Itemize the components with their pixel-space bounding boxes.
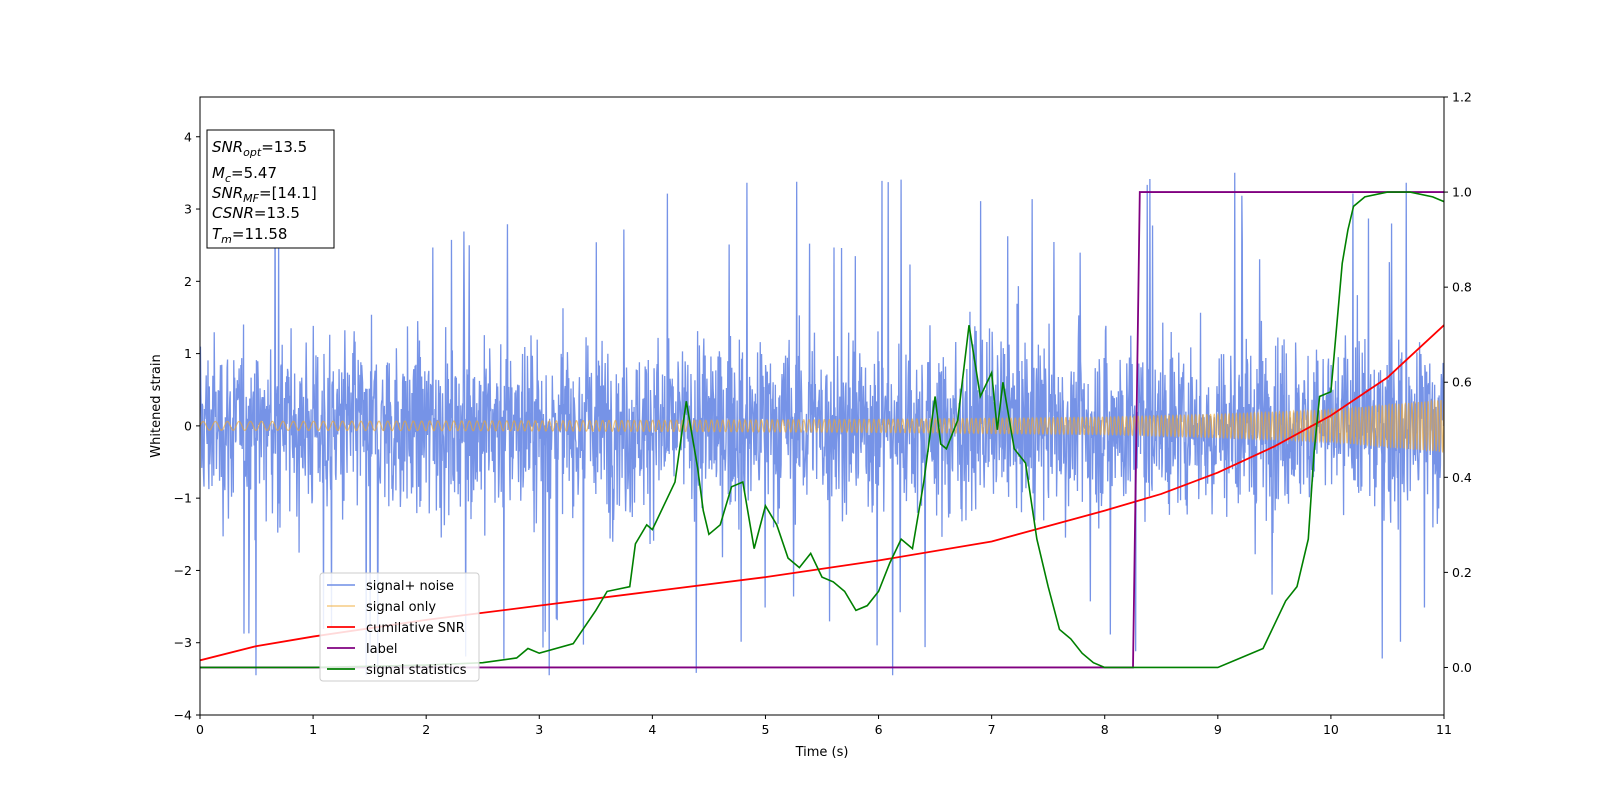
y2-tick-label: 0.0: [1452, 660, 1472, 675]
info-tm: Tm=11.58: [212, 225, 287, 246]
series-signal-only: [200, 398, 1444, 454]
legend-label-statistics: signal statistics: [366, 663, 467, 678]
x-tick-label: 0: [196, 722, 204, 737]
legend-label-cumulative-snr: cumilative SNR: [366, 621, 465, 636]
y2-tick-label: 0.4: [1452, 470, 1472, 485]
info-snr-mf: SNRMF=[14.1]: [212, 184, 317, 205]
x-tick-label: 11: [1436, 722, 1452, 737]
x-tick-label: 3: [535, 722, 543, 737]
info-box: SNRopt=13.5 Mc=5.47 SNRMF=[14.1] CSNR=13…: [206, 129, 335, 249]
y-tick-label: 1: [184, 346, 192, 361]
x-axis-label: Time (s): [795, 745, 849, 760]
info-mc: Mc=5.47: [212, 164, 277, 185]
y-tick-label: 3: [184, 202, 192, 217]
x-tick-label: 9: [1214, 722, 1222, 737]
x-tick-label: 1: [309, 722, 317, 737]
y-axis-label: Whitened strain: [149, 354, 164, 457]
y-tick-label: 0: [184, 418, 192, 433]
y2-tick-label: 1.2: [1452, 90, 1472, 105]
x-tick-label: 4: [648, 722, 656, 737]
y-tick-label: −2: [174, 563, 192, 578]
x-tick-label: 7: [988, 722, 996, 737]
info-csnr: CSNR=13.5: [212, 204, 300, 222]
y2-tick-label: 0.2: [1452, 565, 1472, 580]
x-tick-label: 6: [875, 722, 883, 737]
series-signal-noise: [200, 167, 1444, 676]
legend-label-noise: signal+ noise: [366, 579, 454, 594]
y-tick-label: −1: [174, 491, 192, 506]
legend-label-label: label: [366, 642, 397, 657]
y2-tick-label: 1.0: [1452, 185, 1472, 200]
legend: signal+ noise signal only cumilative SNR…: [319, 572, 480, 682]
axes: 0 1 2 3 4 5 6 7 8 9 10 11 −4 −3 −2 −1 0 1 2 3 4 0.0 0.2 0.4 0.6 0…: [174, 90, 1472, 738]
x-tick-label: 5: [761, 722, 769, 737]
y2-tick-label: 0.8: [1452, 280, 1472, 295]
y-tick-label: 2: [184, 274, 192, 289]
plot-frame: [199, 96, 1445, 716]
y2-tick-label: 0.6: [1452, 375, 1472, 390]
series-label: [200, 191, 1444, 669]
y-tick-label: 4: [184, 129, 192, 144]
x-tick-label: 8: [1101, 722, 1109, 737]
legend-label-signal: signal only: [366, 600, 436, 615]
x-tick-label: 10: [1323, 722, 1339, 737]
y-tick-label: −4: [174, 708, 192, 723]
x-tick-label: 2: [422, 722, 430, 737]
series-signal-statistics: [200, 191, 1444, 669]
info-snr-opt: SNRopt=13.5: [212, 138, 307, 159]
y-tick-label: −3: [174, 635, 192, 650]
